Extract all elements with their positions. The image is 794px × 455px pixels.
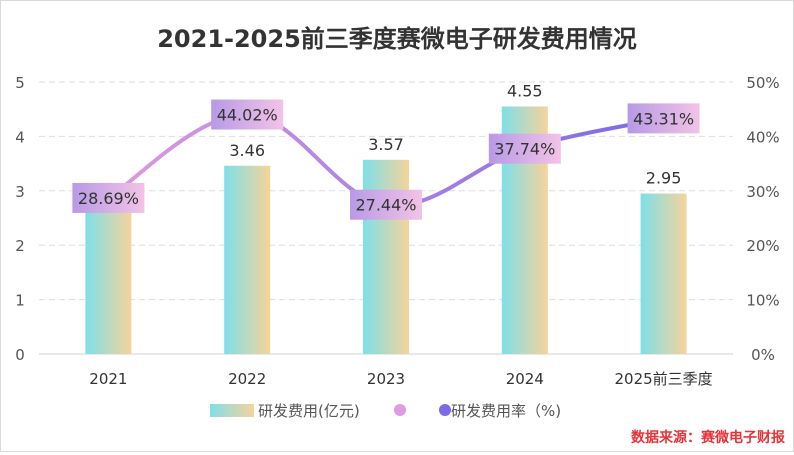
x-tick-label: 2024: [506, 370, 544, 388]
bar-value-label: 3.57: [368, 135, 404, 154]
left-tick-label: 5: [15, 74, 25, 92]
bar: [363, 159, 409, 354]
rate-label-box: [488, 133, 561, 164]
bar: [224, 165, 271, 354]
bar-value-label: 3.46: [229, 141, 265, 160]
rate-label: 43.31%: [627, 103, 700, 134]
right-tick-label: 10%: [746, 292, 779, 310]
bar: [85, 209, 132, 354]
rate-label-box: [211, 99, 284, 130]
legend-bar-label: 研发费用(亿元): [258, 402, 360, 420]
rate-label: 44.02%: [211, 99, 284, 130]
rate-label: 37.74%: [488, 133, 561, 164]
bar: [640, 193, 687, 354]
right-tick-label: 50%: [746, 74, 779, 92]
rate-label-text: 27.44%: [355, 196, 416, 215]
bar-value-label: 2.95: [646, 169, 682, 188]
right-tick-label: 40%: [746, 128, 779, 146]
left-axis-ticks: 0 1 2 3 4 5: [15, 74, 25, 364]
left-tick-label: 2: [15, 237, 25, 255]
legend: 研发费用(亿元) 研发费用率（%): [210, 402, 561, 420]
right-tick-label: 30%: [746, 183, 779, 201]
rate-label: 28.69%: [72, 182, 145, 213]
legend-line-marker-b: [439, 404, 451, 416]
left-tick-label: 4: [15, 128, 25, 146]
rate-label: 27.44%: [350, 189, 422, 220]
right-tick-label: 0%: [751, 346, 775, 364]
rate-label-box: [627, 103, 700, 134]
chart-title: 2021-2025前三季度赛微电子研发费用情况: [157, 25, 637, 53]
x-tick-label: 2025前三季度: [615, 370, 713, 388]
line-data-labels: 28.69% 44.02% 27.44% 37.74% 43.31%: [72, 99, 700, 220]
x-tick-label: 2021: [89, 370, 127, 388]
rate-label-text: 43.31%: [633, 109, 694, 128]
rate-label-box: [72, 182, 145, 213]
legend-line-marker-a: [394, 404, 406, 416]
legend-line-label: 研发费用率（%): [451, 402, 561, 420]
rate-label-text: 44.02%: [217, 106, 278, 125]
rate-label-text: 28.69%: [78, 189, 139, 208]
left-tick-label: 0: [15, 346, 25, 364]
rate-label-text: 37.74%: [494, 140, 555, 159]
source-note: 数据来源：赛微电子财报: [631, 429, 785, 446]
rate-label-box: [350, 189, 422, 220]
left-tick-label: 3: [15, 183, 25, 201]
right-tick-label: 20%: [746, 237, 779, 255]
x-tick-label: 2023: [367, 370, 405, 388]
left-tick-label: 1: [15, 292, 25, 310]
right-axis-ticks: 0% 10% 20% 30% 40% 50%: [746, 74, 779, 364]
bar-value-label: 4.55: [507, 81, 543, 100]
legend-bar-swatch: [210, 404, 254, 417]
x-tick-label: 2022: [228, 370, 266, 388]
x-axis-labels: 2021 2022 2023 2024 2025前三季度: [89, 370, 712, 388]
